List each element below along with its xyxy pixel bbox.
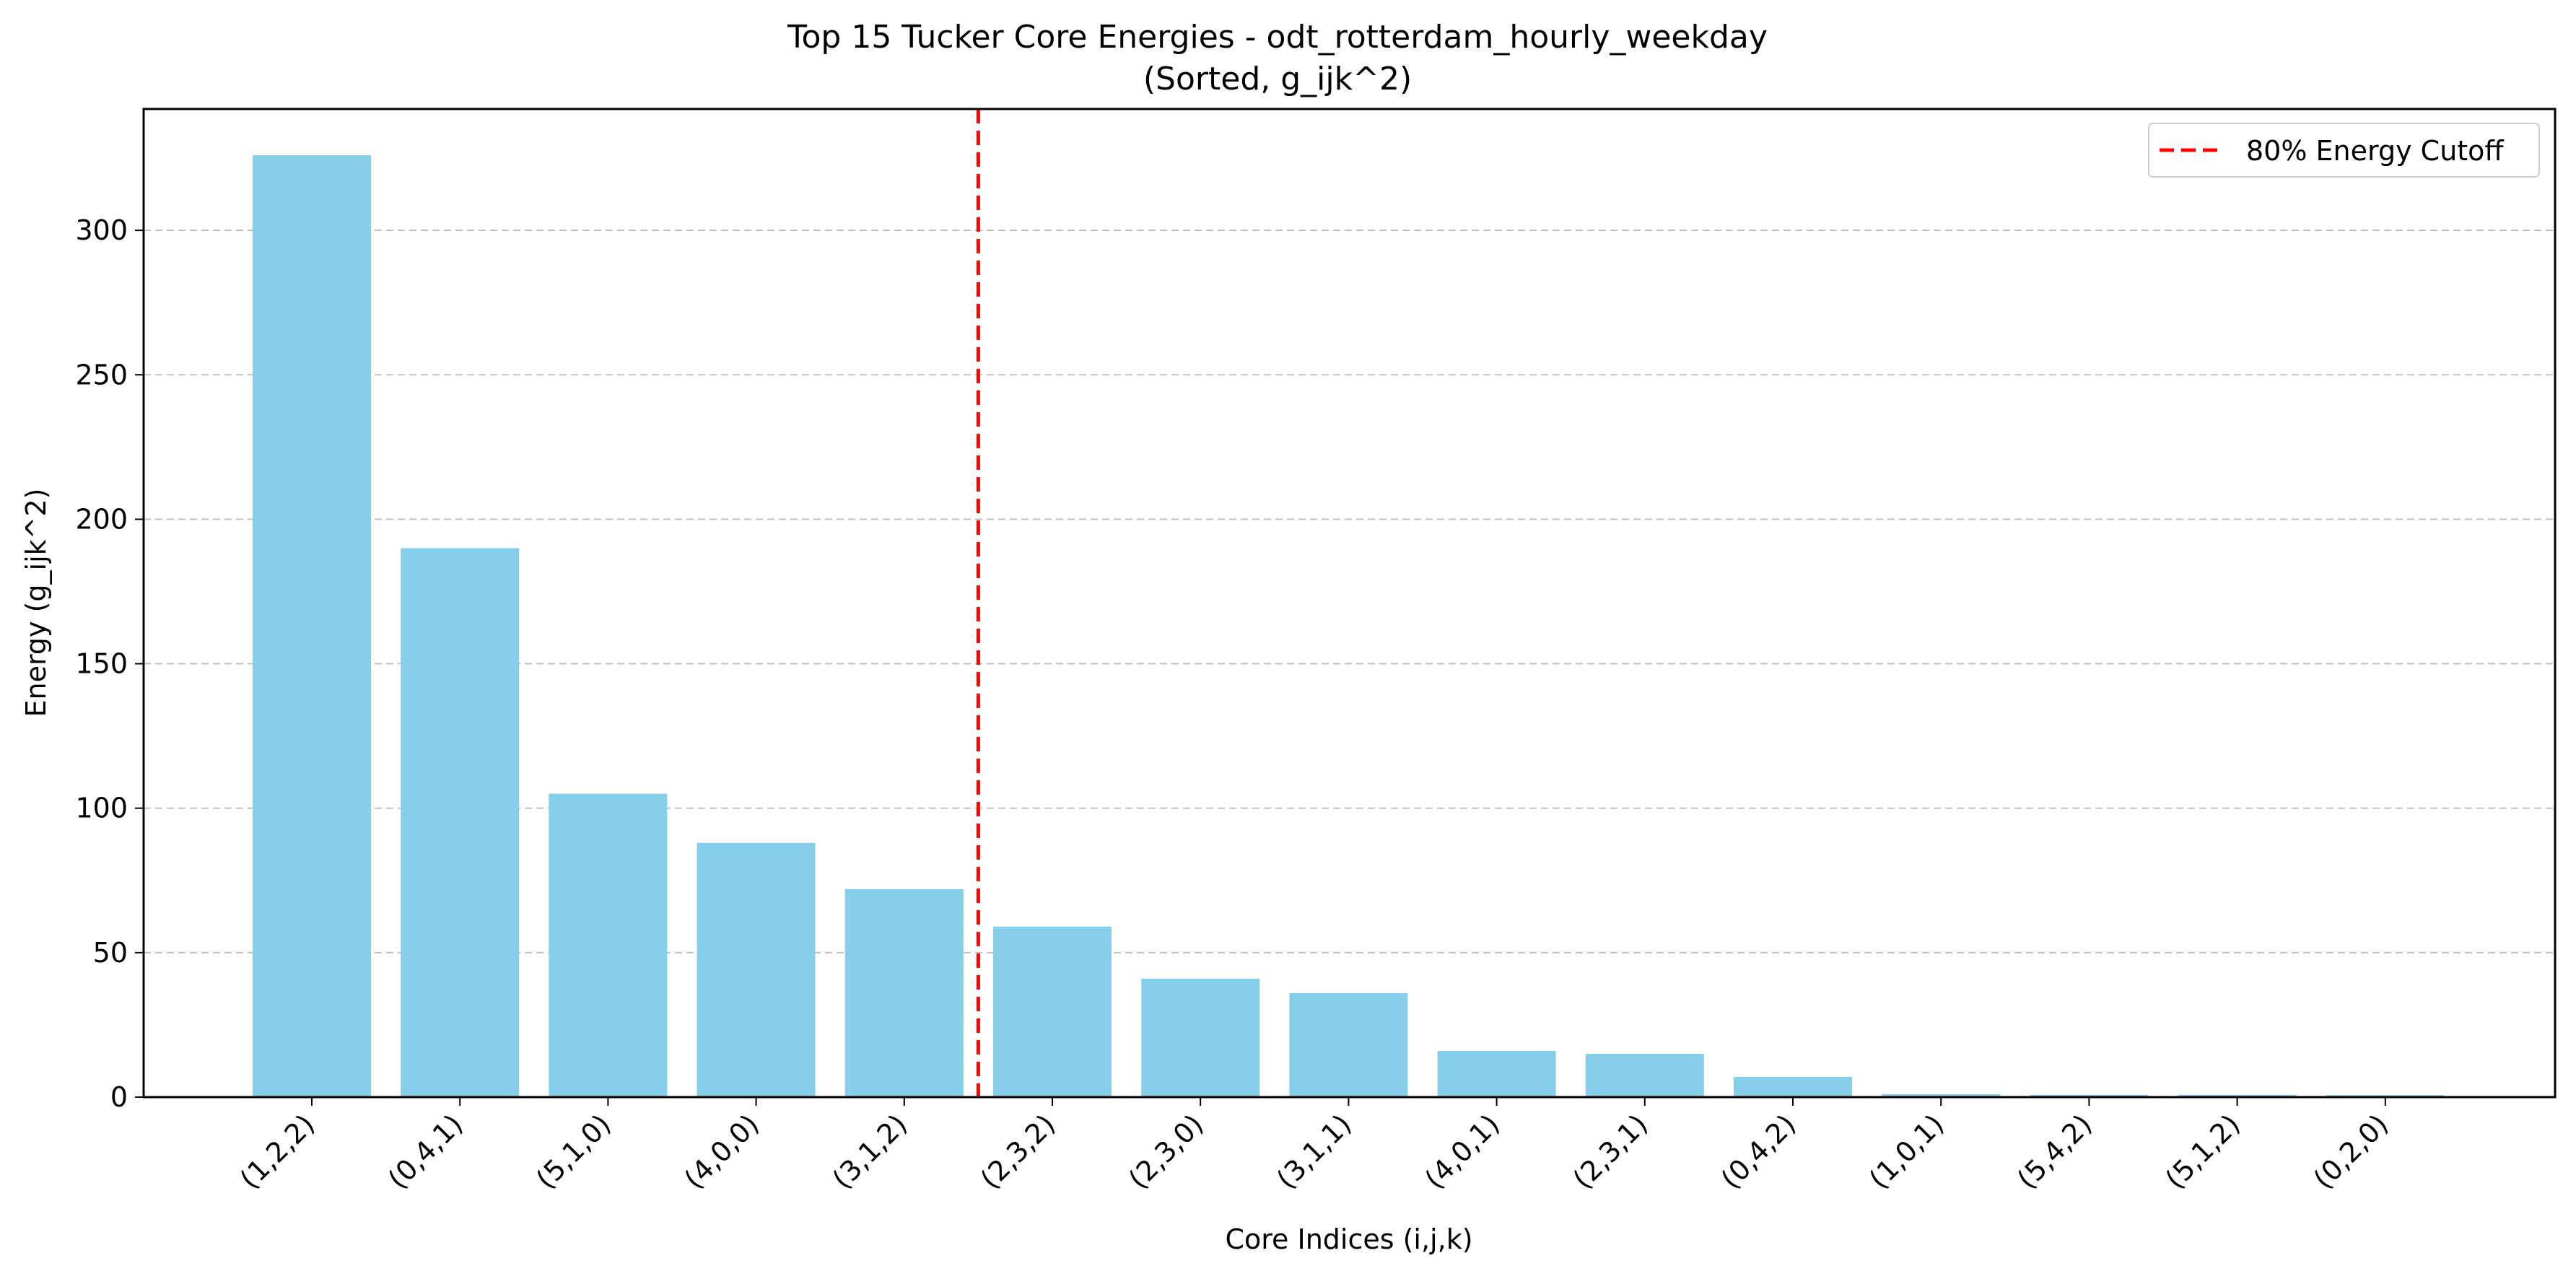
bar xyxy=(2178,1094,2297,1097)
chart-title: Top 15 Tucker Core Energies - odt_rotter… xyxy=(787,19,1768,56)
y-tick-label: 200 xyxy=(75,503,128,535)
bar xyxy=(1882,1094,2001,1097)
bar xyxy=(993,926,1112,1097)
bars xyxy=(253,155,2445,1098)
bar xyxy=(1585,1053,1704,1097)
bar xyxy=(2030,1094,2149,1097)
y-tick-label: 100 xyxy=(75,793,128,824)
y-tick-label: 0 xyxy=(110,1081,128,1113)
legend: 80% Energy Cutoff xyxy=(2148,123,2540,178)
y-tick-label: 300 xyxy=(75,214,128,246)
chart-subtitle: (Sorted, g_ijk^2) xyxy=(1143,61,1412,97)
y-axis-label: Energy (g_ijk^2) xyxy=(20,488,52,717)
bar xyxy=(844,889,964,1097)
bar xyxy=(1734,1076,1852,1097)
legend-box xyxy=(2148,123,2540,178)
bar xyxy=(1141,978,1260,1097)
gridlines xyxy=(144,230,2555,953)
bar xyxy=(549,793,668,1097)
bar xyxy=(253,155,371,1098)
y-axis-ticks: 0 50 100 150 200 250 300 xyxy=(75,214,144,1113)
x-axis-label: Core Indices (i,j,k) xyxy=(1225,1223,1472,1255)
y-tick-label: 50 xyxy=(93,937,128,969)
y-tick-label: 150 xyxy=(75,648,128,680)
legend-label-cutoff: 80% Energy Cutoff xyxy=(2246,135,2504,167)
y-tick-label: 250 xyxy=(75,359,128,390)
bar xyxy=(1289,992,1408,1097)
bar xyxy=(697,842,816,1097)
bar xyxy=(401,548,520,1097)
bar xyxy=(1437,1050,1556,1097)
plot-frame xyxy=(142,108,2557,1099)
